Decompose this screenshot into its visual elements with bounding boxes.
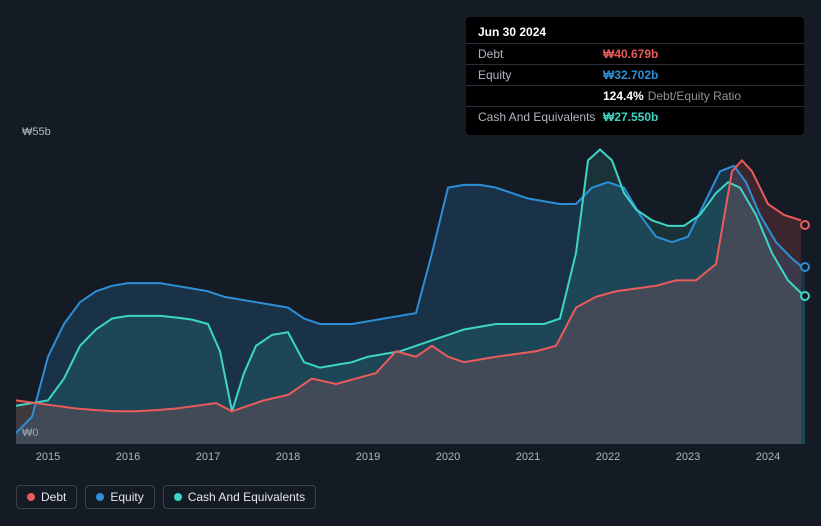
tooltip-row-value: ₩27.550b — [603, 110, 658, 124]
end-marker-cash-and-equivalents — [800, 291, 810, 301]
legend-item-equity[interactable]: Equity — [85, 485, 154, 509]
tooltip-row: Debt₩40.679b — [466, 43, 804, 64]
legend-item-debt[interactable]: Debt — [16, 485, 77, 509]
x-axis-label: 2019 — [356, 451, 380, 463]
legend-dot — [96, 493, 104, 501]
x-axis-label: 2016 — [116, 451, 140, 463]
tooltip-row-label: Equity — [478, 68, 603, 82]
tooltip-row: 124.4% Debt/Equity Ratio — [466, 85, 804, 106]
x-axis-label: 2018 — [276, 451, 300, 463]
tooltip-row-label: Debt — [478, 47, 603, 61]
x-axis-label: 2015 — [36, 451, 60, 463]
tooltip-row-label — [478, 89, 603, 103]
legend-dot — [27, 493, 35, 501]
end-marker-equity — [800, 262, 810, 272]
tooltip-row-label: Cash And Equivalents — [478, 110, 603, 124]
tooltip-row-value: ₩40.679b — [603, 47, 658, 61]
legend-label: Cash And Equivalents — [188, 490, 305, 504]
x-axis-label: 2017 — [196, 451, 220, 463]
x-axis-label: 2023 — [676, 451, 700, 463]
y-axis-max-label: ₩55b — [22, 126, 51, 138]
legend-item-cash-and-equivalents[interactable]: Cash And Equivalents — [163, 485, 316, 509]
tooltip-title: Jun 30 2024 — [466, 25, 804, 43]
legend-dot — [174, 493, 182, 501]
area-chart — [16, 144, 805, 444]
end-marker-debt — [800, 220, 810, 230]
tooltip-row: Cash And Equivalents₩27.550b — [466, 106, 804, 127]
x-axis-label: 2021 — [516, 451, 540, 463]
tooltip-row-value: 124.4% — [603, 89, 644, 103]
x-axis-label: 2022 — [596, 451, 620, 463]
tooltip-row-extra: Debt/Equity Ratio — [648, 89, 741, 103]
legend-label: Equity — [110, 490, 143, 504]
tooltip-row: Equity₩32.702b — [466, 64, 804, 85]
chart-legend: Debt Equity Cash And Equivalents — [16, 485, 316, 509]
x-axis-label: 2024 — [756, 451, 780, 463]
x-axis-label: 2020 — [436, 451, 460, 463]
legend-label: Debt — [41, 490, 66, 504]
chart-tooltip: Jun 30 2024 Debt₩40.679bEquity₩32.702b12… — [466, 17, 804, 135]
tooltip-row-value: ₩32.702b — [603, 68, 658, 82]
